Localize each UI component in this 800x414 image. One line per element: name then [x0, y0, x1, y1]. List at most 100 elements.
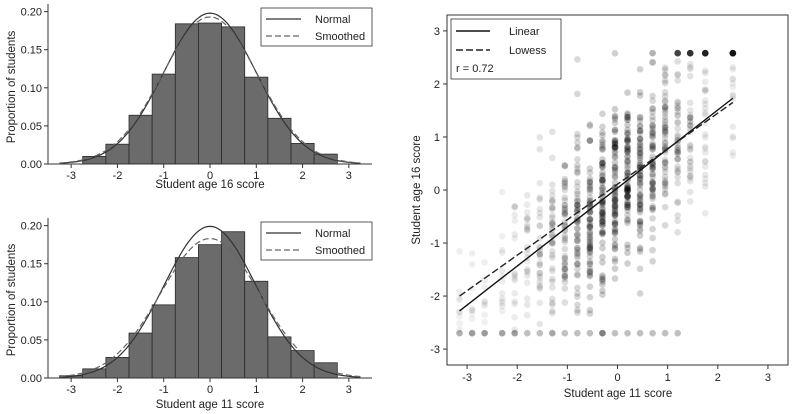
scatter-point: [549, 187, 556, 195]
scatter-point: [611, 172, 619, 180]
scatter-point: [599, 272, 606, 279]
scatter-point: [561, 194, 569, 202]
scatter-point: [649, 145, 656, 153]
scatter-point: [624, 241, 631, 249]
scatter-point: [549, 254, 556, 261]
scatter-point: [636, 217, 644, 225]
scatter-point: [561, 267, 569, 274]
scatter-point: [498, 329, 506, 337]
scatter-point: [481, 302, 488, 309]
hist-age16-y-tick-label: 0.10: [21, 83, 42, 95]
scatter-point: [624, 186, 631, 194]
scatter-point: [636, 248, 644, 256]
scatter-point: [611, 140, 619, 148]
scatter-point: [636, 127, 644, 134]
scatter-point: [549, 197, 556, 205]
scatter-point: [599, 176, 606, 184]
scatter-point: [611, 143, 619, 151]
scatter-point: [624, 184, 631, 192]
scatter-point: [599, 169, 606, 176]
scatter-point: [599, 155, 606, 163]
scatter-point: [599, 184, 606, 191]
scatter-point: [624, 329, 631, 337]
scatter-point: [611, 145, 619, 152]
scatter-point: [599, 287, 606, 295]
scatter-point: [586, 223, 594, 231]
scatter-point: [674, 49, 681, 57]
scatter-point: [701, 87, 709, 95]
scatter-point: [624, 148, 631, 155]
scatter-y-tick-label: -1: [430, 238, 440, 250]
hist-age16-x-tick-label: -2: [113, 170, 123, 182]
scatter-point: [686, 113, 694, 121]
scatter-point: [661, 159, 669, 166]
scatter-point: [674, 125, 681, 132]
scatter-point: [561, 260, 569, 267]
scatter-point: [729, 83, 737, 91]
scatter-point: [649, 329, 656, 337]
scatter-point: [574, 139, 581, 146]
scatter-point: [611, 211, 619, 219]
scatter-point: [599, 215, 606, 223]
hist-age16-legend-normal-label: Normal: [315, 14, 350, 26]
scatter-point: [468, 329, 476, 337]
scatter-point: [674, 169, 681, 176]
scatter-point: [611, 149, 619, 157]
scatter-point: [468, 329, 476, 337]
scatter-point: [661, 98, 669, 106]
hist-age11-bar: [313, 362, 338, 379]
scatter-point: [611, 265, 619, 272]
scatter-point: [636, 114, 644, 122]
scatter-point: [523, 268, 531, 276]
scatter-point: [636, 146, 644, 154]
scatter-point: [624, 260, 631, 267]
scatter-point: [674, 118, 681, 126]
scatter-point: [624, 157, 631, 165]
scatter-point: [624, 111, 631, 118]
scatter-point: [523, 329, 531, 337]
scatter-point: [729, 49, 737, 57]
scatter-point: [549, 278, 556, 285]
scatter-point: [586, 231, 594, 239]
scatter-point: [674, 199, 681, 207]
scatter-point: [523, 329, 531, 337]
scatter-point: [674, 148, 681, 156]
scatter-point: [661, 93, 669, 100]
scatter-point: [599, 137, 606, 144]
scatter-point: [636, 135, 644, 143]
scatter-point: [729, 49, 737, 57]
hist-age16-bar: [267, 117, 292, 165]
scatter-point: [498, 329, 506, 337]
scatter-point: [686, 72, 694, 80]
scatter-point: [686, 174, 694, 182]
scatter-point: [674, 49, 681, 57]
scatter-point: [599, 209, 606, 216]
hist-age16-normal-curve: [59, 12, 361, 164]
scatter-point: [561, 179, 569, 186]
scatter-point: [599, 253, 606, 261]
scatter-point: [611, 128, 619, 136]
scatter-point: [574, 236, 581, 243]
scatter-point: [649, 122, 656, 129]
scatter-point: [611, 139, 619, 147]
scatter-point: [511, 231, 518, 238]
scatter-point: [649, 179, 656, 186]
scatter-point: [624, 207, 631, 214]
scatter-point: [586, 310, 594, 317]
scatter-point: [674, 149, 681, 157]
scatter-point: [611, 159, 619, 167]
scatter-point: [674, 49, 681, 57]
hist-age11-legend-smoothed-label: Smoothed: [315, 245, 365, 257]
scatter-point: [574, 306, 581, 314]
scatter-point: [586, 175, 594, 182]
scatter-point: [661, 79, 669, 87]
scatter-point: [586, 121, 594, 128]
scatter-point: [599, 276, 606, 284]
scatter-point: [701, 49, 709, 57]
scatter-point: [624, 249, 631, 257]
scatter-point: [661, 222, 669, 229]
scatter-point: [498, 272, 506, 280]
scatter-point: [624, 192, 631, 199]
scatter-point: [624, 211, 631, 219]
